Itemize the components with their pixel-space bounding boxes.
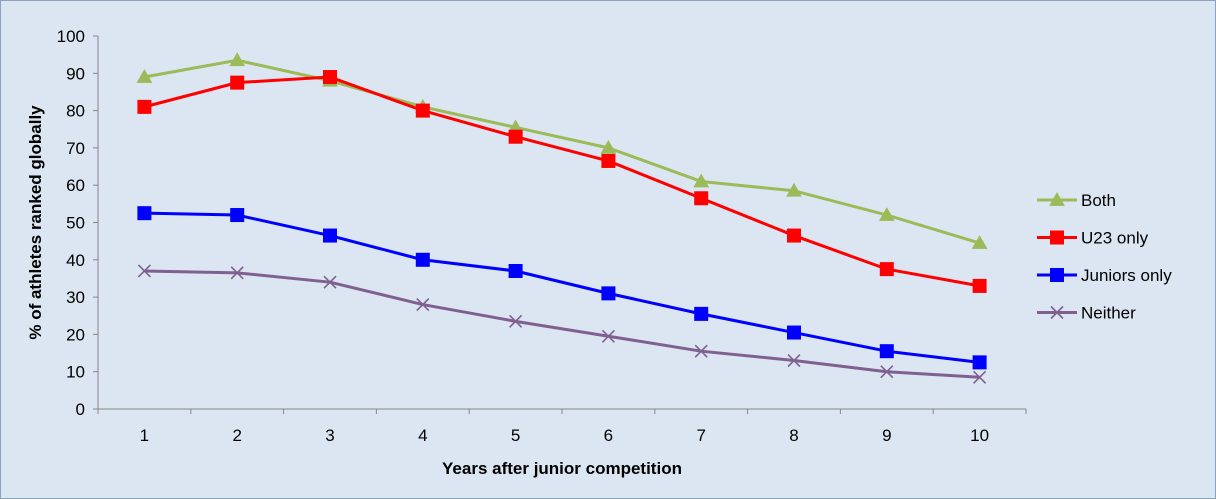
y-tick-label: 60 <box>66 176 85 195</box>
data-point-both <box>971 235 988 249</box>
x-tick-label: 9 <box>882 426 891 445</box>
data-point-juniors-only <box>323 228 337 243</box>
data-point-juniors-only <box>508 263 523 278</box>
x-tick-label: 3 <box>325 426 334 445</box>
x-marker-stroke <box>323 275 337 289</box>
data-point-u23-only <box>323 70 337 85</box>
x-marker-stroke <box>973 370 987 384</box>
data-point-u23-only <box>879 262 894 277</box>
x-tick-label: 4 <box>418 426 427 445</box>
x-marker-stroke <box>230 266 244 280</box>
x-tick-label: 1 <box>140 426 149 445</box>
x-tick-label: 6 <box>604 426 613 445</box>
data-point-both <box>600 139 617 154</box>
legend-item-juniors-only: Juniors only <box>1037 266 1172 285</box>
axes: 0 10 20 30 40 50 60 70 80 90 100 1 2 3 4 5 6 7 8 9 10 <box>57 27 1027 445</box>
data-point-neither <box>323 275 337 289</box>
series-line-juniors-only <box>144 211 980 364</box>
data-point-juniors-only <box>972 355 987 370</box>
y-tick-label: 20 <box>66 325 85 344</box>
series-lines <box>136 52 988 384</box>
data-point-both <box>229 52 246 67</box>
x-tick-label: 5 <box>511 426 520 445</box>
data-point-neither <box>416 297 430 312</box>
data-point-both <box>786 182 802 197</box>
x-tick-label: 7 <box>696 426 705 445</box>
x-tick-label: 10 <box>970 426 989 445</box>
x-marker-stroke <box>601 329 615 343</box>
x-marker-stroke <box>416 297 430 312</box>
legend-marker-u23-only <box>1050 230 1064 245</box>
y-tick-label: 30 <box>66 288 85 307</box>
data-point-u23-only <box>137 99 152 114</box>
data-point-juniors-only <box>694 306 709 321</box>
data-point-neither <box>230 266 244 280</box>
data-point-both <box>878 207 895 221</box>
legend: Both U23 only Juniors only Neither <box>1037 191 1172 323</box>
data-point-juniors-only <box>230 208 245 223</box>
x-axis-title: Years after junior competition <box>442 459 682 478</box>
y-tick-label: 10 <box>66 363 85 382</box>
x-tick-label: 8 <box>789 426 798 445</box>
data-point-neither <box>787 353 801 368</box>
data-point-u23-only <box>230 75 245 90</box>
x-marker-stroke <box>694 344 708 358</box>
x-marker-stroke <box>880 365 894 379</box>
legend-item-both: Both <box>1037 191 1116 210</box>
series-juniors-only <box>137 206 987 370</box>
y-tick-label: 0 <box>76 400 85 419</box>
data-point-u23-only <box>694 191 709 206</box>
series-line-neither <box>144 269 980 379</box>
data-point-neither <box>973 370 987 384</box>
legend-item-neither: Neither <box>1037 304 1136 323</box>
data-point-both <box>693 173 710 188</box>
data-point-juniors-only <box>879 344 894 359</box>
series-line-both <box>144 58 981 245</box>
legend-item-u23-only: U23 only <box>1037 229 1149 248</box>
y-tick-label: 90 <box>66 64 85 83</box>
data-point-u23-only <box>508 129 523 144</box>
data-point-u23-only <box>601 153 616 168</box>
x-marker-stroke <box>509 314 523 328</box>
legend-marker-neither <box>1050 305 1064 320</box>
legend-label-u23-only: U23 only <box>1081 229 1149 248</box>
data-point-juniors-only <box>137 206 152 221</box>
data-point-neither <box>509 314 523 328</box>
series-u23-only <box>137 70 987 293</box>
x-tick-label: 2 <box>232 426 241 445</box>
data-point-neither <box>694 344 708 358</box>
data-point-neither <box>880 365 894 379</box>
legend-label-both: Both <box>1081 191 1116 210</box>
y-axis-title: % of athletes ranked globally <box>26 105 45 340</box>
legend-label-neither: Neither <box>1081 304 1136 323</box>
series-line-u23-only <box>144 75 980 288</box>
x-marker-stroke <box>787 353 801 368</box>
y-tick-label: 70 <box>66 139 85 158</box>
data-point-neither <box>601 329 615 343</box>
data-point-u23-only <box>415 103 430 118</box>
y-tick-label: 80 <box>66 102 85 121</box>
data-point-juniors-only <box>787 325 801 340</box>
data-point-u23-only <box>972 278 987 293</box>
y-tick-label: 100 <box>57 27 85 46</box>
series-neither <box>137 264 987 384</box>
legend-marker-juniors-only <box>1050 268 1064 282</box>
y-tick-label: 40 <box>66 251 85 270</box>
y-tick-label: 50 <box>66 214 85 233</box>
data-point-juniors-only <box>415 252 430 267</box>
x-marker-stroke <box>1050 305 1064 320</box>
data-point-juniors-only <box>601 286 616 301</box>
legend-marker-both <box>1049 191 1065 206</box>
data-point-neither <box>137 264 151 278</box>
legend-label-juniors-only: Juniors only <box>1081 266 1172 285</box>
data-point-u23-only <box>787 228 801 243</box>
x-marker-stroke <box>137 264 151 278</box>
data-point-both <box>136 69 153 83</box>
